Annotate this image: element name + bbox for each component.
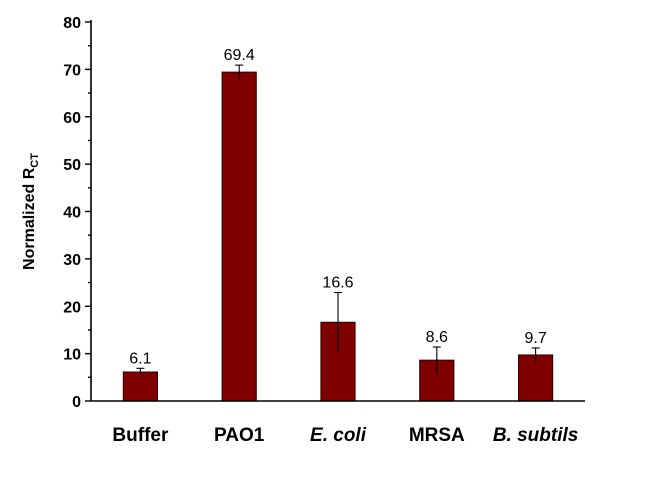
bars [122, 71, 554, 402]
value-label: 9.7 [524, 330, 546, 347]
category-label: E. coli [310, 425, 367, 446]
y-axis-ticks: 0 10 20 30 40 50 60 70 80 [63, 15, 91, 411]
category-label: PAO1 [214, 425, 265, 446]
y-tick-label: 50 [63, 157, 81, 174]
value-label: 16.6 [322, 275, 353, 292]
value-label: 6.1 [129, 350, 151, 367]
y-tick-label: 80 [63, 15, 81, 32]
y-tick-label: 30 [63, 252, 81, 269]
error-bars [136, 64, 540, 376]
bar [221, 71, 257, 402]
category-label: MRSA [409, 425, 465, 446]
y-tick-label: 10 [63, 347, 81, 364]
value-label: 69.4 [224, 47, 255, 64]
y-tick-label: 40 [63, 205, 81, 222]
y-tick-label: 0 [72, 394, 81, 411]
y-tick-label: 70 [63, 62, 81, 79]
y-axis-label-subscript: CT [29, 153, 41, 168]
category-label: B. subtils [493, 425, 579, 446]
y-tick-label: 20 [63, 299, 81, 316]
y-axis-label: Normalized RCT [21, 153, 41, 270]
bar [517, 354, 554, 402]
value-labels: 6.1 69.4 16.6 8.6 9.7 [129, 47, 547, 367]
category-label: Buffer [112, 425, 169, 446]
y-tick-label: 60 [63, 110, 81, 127]
bar [122, 371, 159, 402]
value-label: 8.6 [426, 329, 448, 346]
category-labels: Buffer PAO1 E. coli MRSA B. subtils [112, 425, 578, 446]
y-axis-label-main: Normalized R [21, 167, 38, 270]
